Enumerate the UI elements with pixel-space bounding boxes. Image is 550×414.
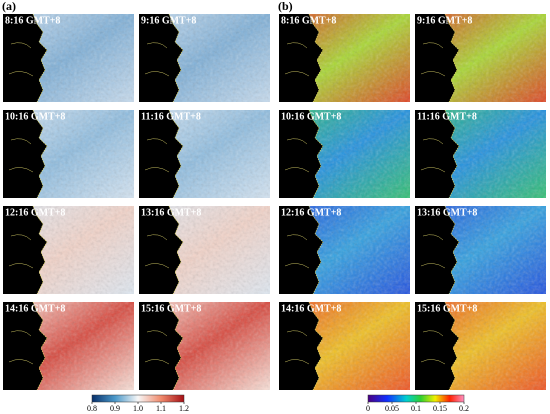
coastline bbox=[308, 13, 324, 103]
colorbar-tick-label: 0.05 bbox=[385, 404, 399, 413]
coastline bbox=[168, 109, 184, 199]
province-border bbox=[144, 234, 170, 269]
time-label: 13:16 GMT+8 bbox=[417, 207, 477, 218]
coastline bbox=[444, 301, 460, 391]
colorbar-tick-label: 0.9 bbox=[110, 404, 120, 413]
map-panel: 14:16 GMT+8 bbox=[3, 301, 134, 391]
time-label: 9:16 GMT+8 bbox=[417, 15, 472, 26]
land-mask bbox=[415, 302, 459, 390]
coastline bbox=[32, 301, 48, 391]
coastline bbox=[444, 205, 460, 295]
land-mask bbox=[279, 110, 323, 198]
time-label: 14:16 GMT+8 bbox=[5, 303, 65, 314]
panel-group-label: (a) bbox=[2, 0, 16, 13]
province-border bbox=[8, 138, 34, 173]
coastline bbox=[444, 13, 460, 103]
province-border bbox=[420, 234, 446, 269]
coastline bbox=[168, 205, 184, 295]
map-panel: 12:16 GMT+8 bbox=[3, 205, 134, 295]
time-label: 9:16 GMT+8 bbox=[141, 15, 196, 26]
time-label: 15:16 GMT+8 bbox=[141, 303, 201, 314]
map-panel: 11:16 GMT+8 bbox=[415, 109, 546, 199]
province-border bbox=[284, 138, 310, 173]
coastline bbox=[32, 205, 48, 295]
land-mask bbox=[279, 206, 323, 294]
province-border bbox=[284, 42, 310, 77]
land-mask bbox=[139, 110, 183, 198]
time-label: 12:16 GMT+8 bbox=[281, 207, 341, 218]
province-border bbox=[420, 138, 446, 173]
province-border bbox=[284, 234, 310, 269]
map-panel: 13:16 GMT+8 bbox=[415, 205, 546, 295]
land-mask bbox=[279, 14, 323, 102]
colorbar-tick-label: 0.8 bbox=[87, 404, 97, 413]
time-label: 12:16 GMT+8 bbox=[5, 207, 65, 218]
time-label: 11:16 GMT+8 bbox=[141, 111, 201, 122]
colorbar-tick-label: 0.2 bbox=[459, 404, 469, 413]
province-border bbox=[420, 330, 446, 365]
time-label: 10:16 GMT+8 bbox=[281, 111, 341, 122]
province-border bbox=[420, 42, 446, 77]
map-panel: 9:16 GMT+8 bbox=[139, 13, 270, 103]
time-label: 8:16 GMT+8 bbox=[5, 15, 60, 26]
colorbar-tick-label: 1.0 bbox=[133, 404, 143, 413]
land-mask bbox=[415, 206, 459, 294]
colorbar-tick-label: 0.1 bbox=[411, 404, 421, 413]
time-label: 8:16 GMT+8 bbox=[281, 15, 336, 26]
map-panel: 9:16 GMT+8 bbox=[415, 13, 546, 103]
coastline bbox=[32, 13, 48, 103]
coastline bbox=[32, 109, 48, 199]
province-border bbox=[144, 330, 170, 365]
land-mask bbox=[279, 302, 323, 390]
coastline bbox=[444, 109, 460, 199]
land-mask bbox=[3, 206, 47, 294]
colorbar-tick-label: 0 bbox=[366, 404, 370, 413]
land-mask bbox=[139, 302, 183, 390]
map-panel: 10:16 GMT+8 bbox=[3, 109, 134, 199]
map-panel: 15:16 GMT+8 bbox=[139, 301, 270, 391]
map-panel: 8:16 GMT+8 bbox=[279, 13, 410, 103]
land-mask bbox=[415, 14, 459, 102]
land-mask bbox=[139, 206, 183, 294]
land-mask bbox=[415, 110, 459, 198]
colorbar bbox=[367, 394, 465, 403]
coastline bbox=[168, 301, 184, 391]
province-border bbox=[144, 138, 170, 173]
land-mask bbox=[3, 14, 47, 102]
time-label: 11:16 GMT+8 bbox=[417, 111, 477, 122]
time-label: 14:16 GMT+8 bbox=[281, 303, 341, 314]
coastline bbox=[308, 301, 324, 391]
time-label: 13:16 GMT+8 bbox=[141, 207, 201, 218]
land-mask bbox=[3, 302, 47, 390]
colorbar-tick-label: 1.1 bbox=[156, 404, 166, 413]
land-mask bbox=[139, 14, 183, 102]
province-border bbox=[8, 234, 34, 269]
map-panel: 8:16 GMT+8 bbox=[3, 13, 134, 103]
map-panel: 15:16 GMT+8 bbox=[415, 301, 546, 391]
time-label: 10:16 GMT+8 bbox=[5, 111, 65, 122]
map-panel: 11:16 GMT+8 bbox=[139, 109, 270, 199]
map-panel: 13:16 GMT+8 bbox=[139, 205, 270, 295]
panel-group-label: (b) bbox=[278, 0, 293, 13]
province-border bbox=[284, 330, 310, 365]
map-panel: 12:16 GMT+8 bbox=[279, 205, 410, 295]
colorbar bbox=[91, 394, 185, 403]
coastline bbox=[308, 109, 324, 199]
coastline bbox=[168, 13, 184, 103]
time-label: 15:16 GMT+8 bbox=[417, 303, 477, 314]
province-border bbox=[144, 42, 170, 77]
province-border bbox=[8, 330, 34, 365]
colorbar-tick-label: 0.15 bbox=[433, 404, 447, 413]
map-panel: 10:16 GMT+8 bbox=[279, 109, 410, 199]
province-border bbox=[8, 42, 34, 77]
map-panel: 14:16 GMT+8 bbox=[279, 301, 410, 391]
colorbar-tick-label: 1.2 bbox=[179, 404, 189, 413]
land-mask bbox=[3, 110, 47, 198]
coastline bbox=[308, 205, 324, 295]
